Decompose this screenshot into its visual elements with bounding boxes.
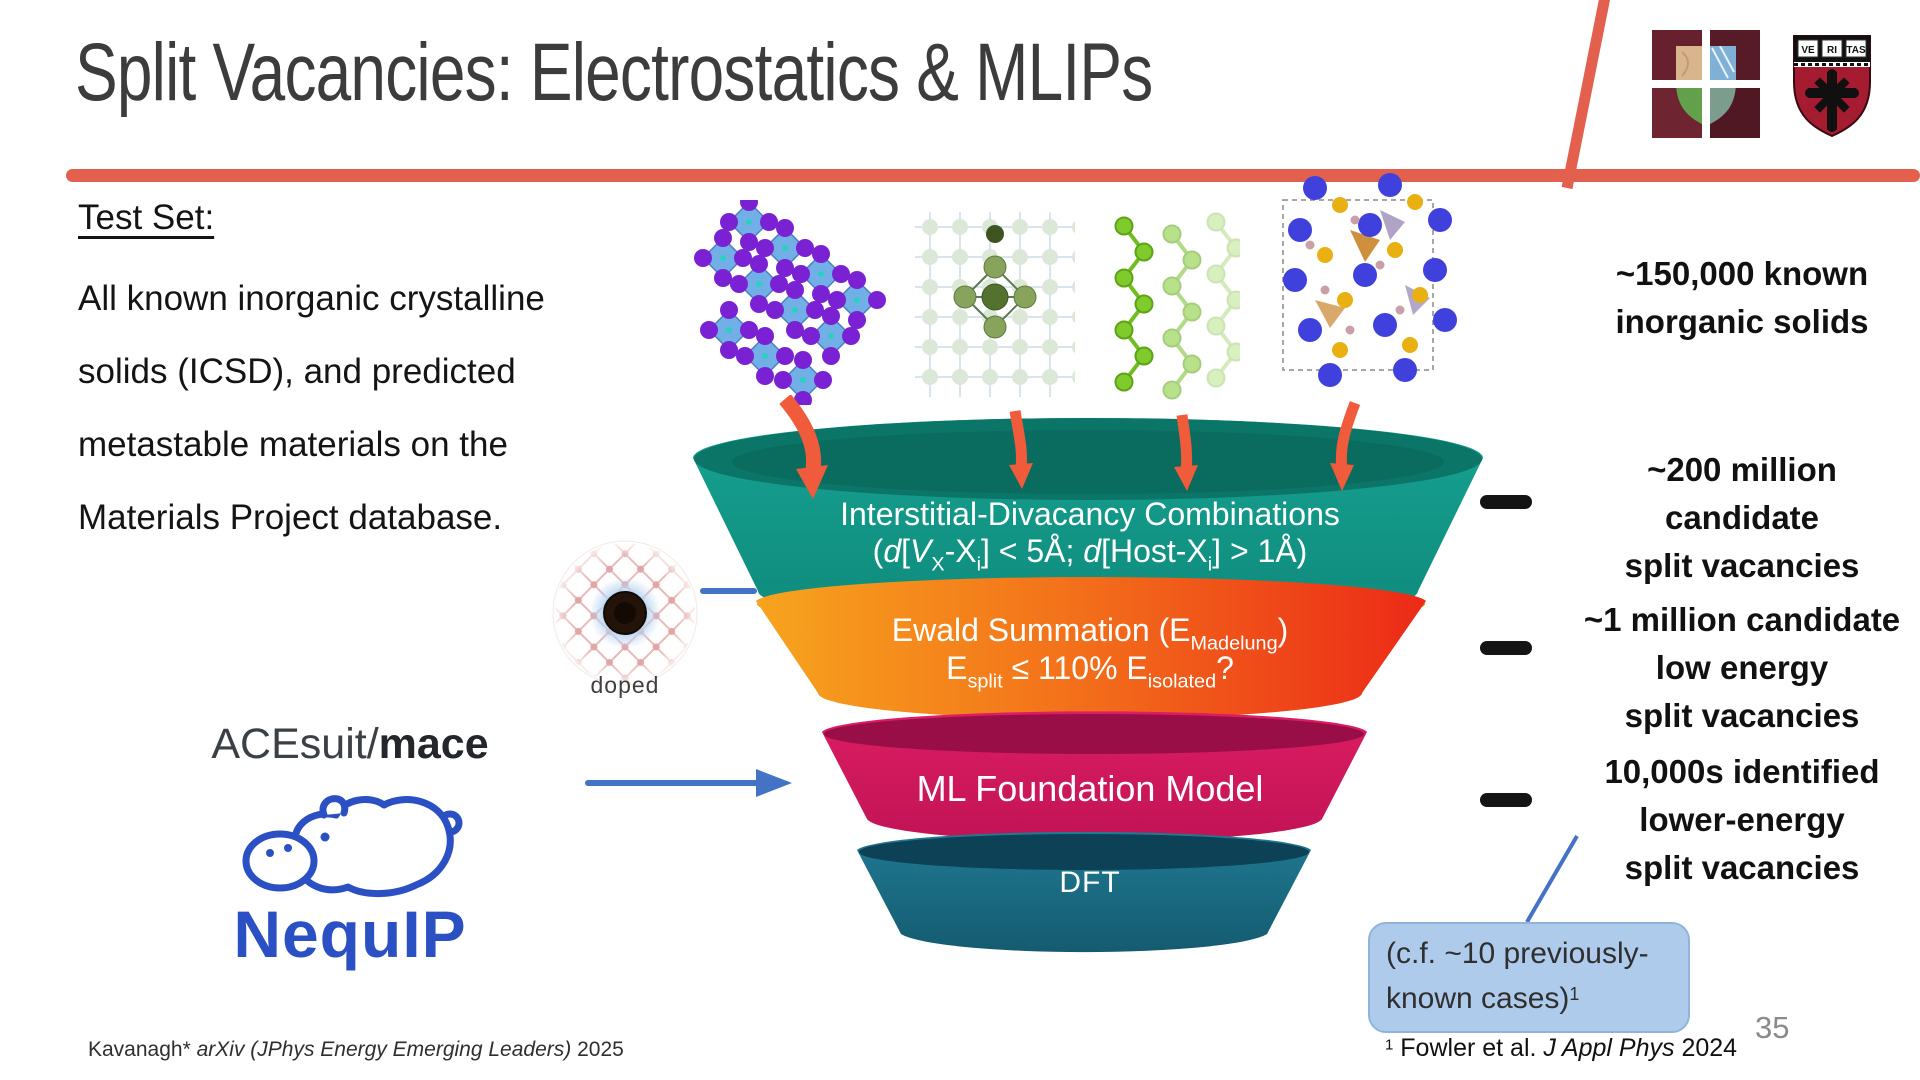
- funnel-layer2-title: Ewald Summation (EMadelung): [891, 612, 1289, 655]
- diagonal-accent-line: [1561, 0, 1611, 190]
- doped-connector-dash: [700, 588, 757, 594]
- mlip-arrow: [585, 769, 792, 797]
- funnel-layer3-title: ML Foundation Model: [916, 768, 1264, 809]
- harvard-motto-ri: RI: [1827, 45, 1837, 56]
- doped-logo: [552, 540, 698, 686]
- funnel-layer4-title: DFT: [1059, 866, 1121, 899]
- test-set-line-1: All known inorganic crystalline: [78, 279, 545, 318]
- annotation-known-solids: ~150,000 known inorganic solids: [1615, 255, 1869, 340]
- callout-previously-known: (c.f. ~10 previously- known cases)1: [1368, 922, 1690, 1034]
- research-group-shield-logo: [1652, 30, 1760, 138]
- funnel-layer1-title: Interstitial-Divacancy Combinations: [840, 496, 1340, 532]
- annotation-candidate-split-vacancies: ~200 million candidate split vacancies: [1624, 451, 1860, 584]
- funnel-graphic: [585, 395, 1532, 953]
- page-number: 35: [1755, 1010, 1790, 1045]
- crystal-structure-image-4: [1282, 173, 1457, 387]
- test-set-paragraph: All known inorganic crystalline solids (…: [78, 262, 638, 554]
- crystal-structure-image-3: [1113, 211, 1240, 401]
- citation-footnote: 1 Fowler et al. J Appl Phys 2024: [1385, 1034, 1738, 1062]
- citation-left: Kavanagh* arXiv (JPhys Energy Emerging L…: [88, 1038, 624, 1061]
- nequip-logo-text: NequIP: [233, 897, 467, 971]
- annotation-identified-split-vacancies: 10,000s identified lower-energy split va…: [1604, 753, 1880, 886]
- crystal-structure-image-2: [915, 212, 1075, 397]
- callout-connector-line: [1525, 834, 1579, 924]
- funnel-layer2-shape: [756, 577, 1426, 719]
- title-divider-bar: [66, 169, 1920, 182]
- harvard-crest-logo: VE RI TAS: [1793, 35, 1871, 138]
- annotation-dash-markers: [1480, 495, 1532, 807]
- funnel-layer2-formula: Esplit ≤ 110% Eisolated?: [946, 650, 1234, 693]
- doped-label: doped: [590, 672, 660, 698]
- crystal-structure-image-1: [693, 200, 887, 405]
- test-set-line-3: metastable materials on the: [78, 425, 508, 464]
- test-set-line-2: solids (ICSD), and predicted: [78, 352, 516, 391]
- acesuit-mace-logo: ACEsuit/mace: [211, 720, 489, 768]
- annotation-low-energy-split-vacancies: ~1 million candidate low energy split va…: [1583, 601, 1901, 734]
- test-set-line-4: Materials Project database.: [78, 498, 503, 537]
- funnel-layer1-formula: (d[VX-Xi] < 5Å; d[Host-Xi] > 1Å): [872, 533, 1308, 576]
- nequip-hippo-icon: [242, 795, 463, 898]
- harvard-motto-ve: VE: [1801, 45, 1815, 56]
- funnel-input-arrows: [779, 395, 1361, 499]
- harvard-motto-tas: TAS: [1846, 45, 1866, 56]
- test-set-heading: Test Set:: [78, 198, 215, 237]
- page-title: Split Vacancies: Electrostatics & MLIPs: [75, 27, 1153, 118]
